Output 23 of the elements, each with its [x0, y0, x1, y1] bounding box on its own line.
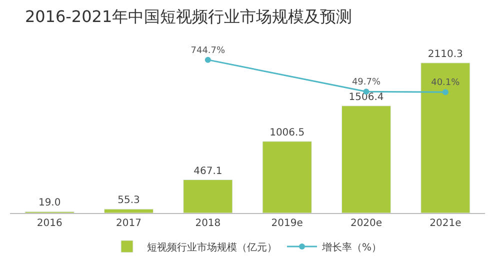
chart-title: 2016-2021年中国短视频行业市场规模及预测	[24, 7, 352, 26]
bar	[262, 141, 312, 213]
data-label: 467.1	[194, 166, 222, 177]
x-tick-label: 2016	[36, 218, 62, 229]
data-label: 49.7%	[352, 78, 381, 88]
x-tick-label: 2019e	[271, 218, 303, 229]
x-tick-label: 2021e	[430, 218, 462, 229]
legend-label: 增长率（%）	[321, 241, 382, 254]
data-label: 40.1%	[431, 78, 460, 88]
bar	[183, 180, 233, 213]
legend-label: 短视频行业市场规模（亿元）	[147, 241, 277, 254]
bar	[104, 208, 154, 213]
data-label: 2110.3	[428, 48, 463, 60]
data-label: 19.0	[38, 198, 61, 209]
data-label: 1506.4	[348, 92, 384, 103]
x-tick-label: 2020e	[350, 218, 382, 229]
x-tick-label: 2017	[116, 218, 142, 229]
bar	[341, 106, 392, 213]
data-label: 1006.5	[270, 127, 305, 138]
bar	[420, 62, 470, 213]
data-label: 744.7%	[190, 46, 226, 56]
data-label: 55.3	[118, 195, 140, 206]
x-tick-label: 2018	[195, 218, 221, 229]
